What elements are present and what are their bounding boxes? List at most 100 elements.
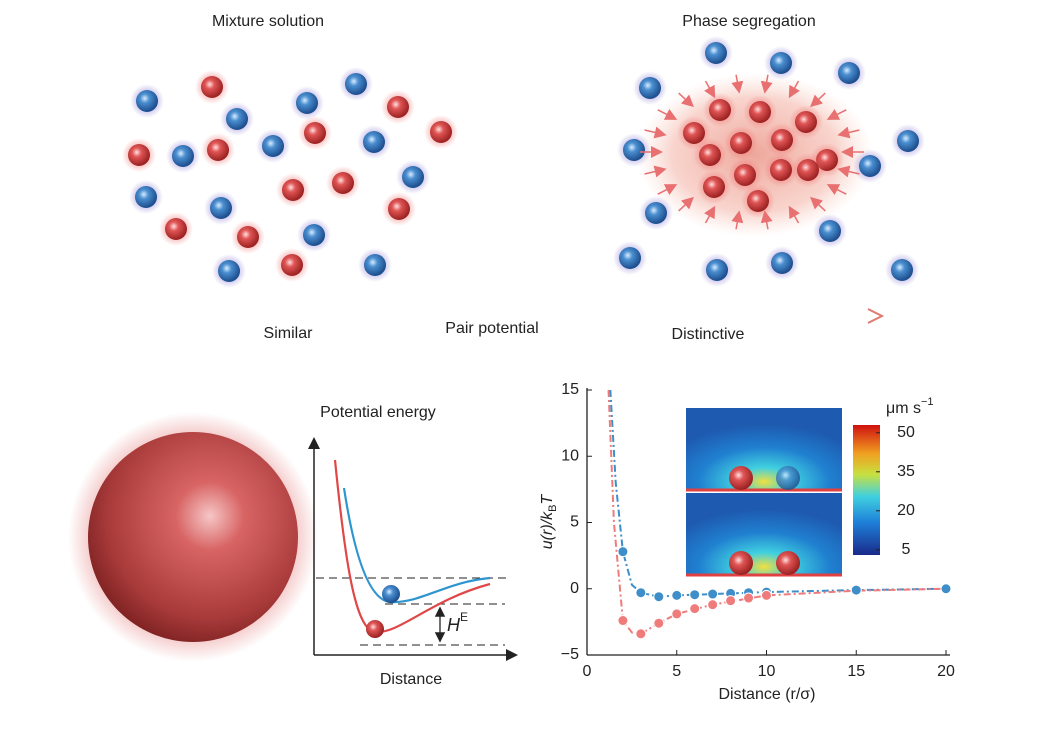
x-tick-label: 0	[583, 663, 592, 680]
inward-arrow	[810, 92, 826, 108]
red-particle	[128, 144, 150, 166]
blue-particle	[639, 77, 661, 99]
right-title: Phase segregation	[682, 13, 815, 30]
inset-particle	[776, 466, 800, 490]
inward-arrow	[704, 205, 716, 224]
gap-label-sup: E	[460, 610, 468, 624]
y-label-end: T	[539, 494, 556, 505]
x-label: Distance	[380, 671, 442, 688]
red-particle	[770, 159, 792, 181]
red-particle	[332, 172, 354, 194]
plot: μm s−1 Distance (r/σ) u(r)/kBT 0 5 10 15 20 −…	[539, 381, 955, 703]
red-particle	[282, 179, 304, 201]
y-label: Potential energy	[320, 404, 436, 421]
red-particle	[709, 99, 731, 121]
red-particle	[201, 76, 223, 98]
blue-particle	[859, 155, 881, 177]
data-point	[689, 603, 701, 615]
arrow-label: Distinctive	[672, 326, 745, 343]
blue-particle	[402, 166, 424, 188]
inward-arrow	[704, 80, 716, 99]
red-particle	[304, 122, 326, 144]
red-curve	[333, 459, 491, 634]
red-particle	[207, 139, 229, 161]
data-point	[761, 589, 772, 601]
red-particle	[237, 226, 259, 248]
red-particle	[797, 159, 819, 181]
red-particle	[795, 111, 817, 133]
blue-particle	[364, 254, 386, 276]
arrow-label: Pair potential	[445, 320, 538, 337]
blue-particle	[897, 130, 919, 152]
blue-curve	[342, 487, 491, 604]
red-particle	[734, 164, 756, 186]
blue-particle	[619, 247, 641, 269]
y-tick-label: 5	[570, 514, 579, 531]
blue-particle	[218, 260, 240, 282]
particles	[122, 36, 925, 288]
inward-arrow	[657, 184, 678, 195]
inset: μm s−1	[686, 396, 934, 577]
x-tick-label: 5	[672, 663, 681, 680]
red-particle	[683, 122, 705, 144]
data-point	[653, 591, 665, 603]
inset-particle	[729, 551, 753, 575]
inward-arrow	[810, 196, 826, 212]
inward-arrow	[788, 80, 800, 99]
blue-particle	[891, 259, 913, 281]
inward-arrow	[837, 165, 860, 178]
data-point	[689, 589, 701, 601]
inward-arrow	[731, 74, 744, 94]
inward-arrow	[826, 184, 847, 195]
blue-particle	[172, 145, 194, 167]
red-particle	[703, 176, 725, 198]
y-axis-label: u(r)/kBT	[539, 494, 559, 550]
y-tick-label: 15	[561, 381, 579, 398]
data-point	[671, 589, 683, 601]
red-particle	[387, 96, 409, 118]
data-point	[671, 608, 683, 620]
data-point	[707, 588, 719, 600]
data-point	[850, 584, 862, 596]
inset-panel	[686, 408, 842, 490]
colorbar-tick-label: 50	[897, 424, 915, 441]
x-tick-label: 20	[937, 663, 955, 680]
red-particle	[430, 121, 452, 143]
red-particle	[388, 198, 410, 220]
blue-particle	[645, 202, 667, 224]
colorbar-label: μm s−1	[886, 396, 934, 417]
colorbar-unit: μm s	[886, 400, 921, 417]
blue-particle	[210, 197, 232, 219]
blue-particle	[135, 186, 157, 208]
blue-particle	[706, 259, 728, 281]
x-tick-label: 15	[847, 663, 865, 680]
inward-arrow	[760, 210, 773, 230]
inward-arrow	[678, 196, 694, 212]
gap-label-main: H	[447, 615, 461, 635]
blue-particle	[226, 108, 248, 130]
y-tick-label: 0	[570, 580, 579, 597]
inward-arrow	[678, 92, 694, 108]
colorbar-tick-label: 5	[902, 541, 911, 558]
gap-label: HE	[447, 610, 468, 635]
inward-arrow	[788, 205, 800, 224]
inward-arrow	[644, 126, 667, 139]
data-point	[635, 628, 647, 640]
inset-particle	[729, 466, 753, 490]
sphere	[88, 432, 298, 642]
arrow-label: Similar	[264, 325, 314, 342]
y-label-main: u(r)/k	[539, 511, 556, 549]
red-particle	[747, 190, 769, 212]
inward-arrow	[644, 165, 667, 178]
colorbar-tick-label: 35	[897, 463, 915, 480]
blue-particle	[771, 252, 793, 274]
data-point	[617, 615, 629, 627]
red-particle	[730, 132, 752, 154]
blue-particle	[345, 73, 367, 95]
blue-particle	[382, 585, 400, 603]
red-particle	[281, 254, 303, 276]
inward-arrow	[837, 126, 860, 139]
y-tick-label: 10	[561, 447, 579, 464]
blue-particle	[296, 92, 318, 114]
inset-panel	[686, 493, 842, 575]
